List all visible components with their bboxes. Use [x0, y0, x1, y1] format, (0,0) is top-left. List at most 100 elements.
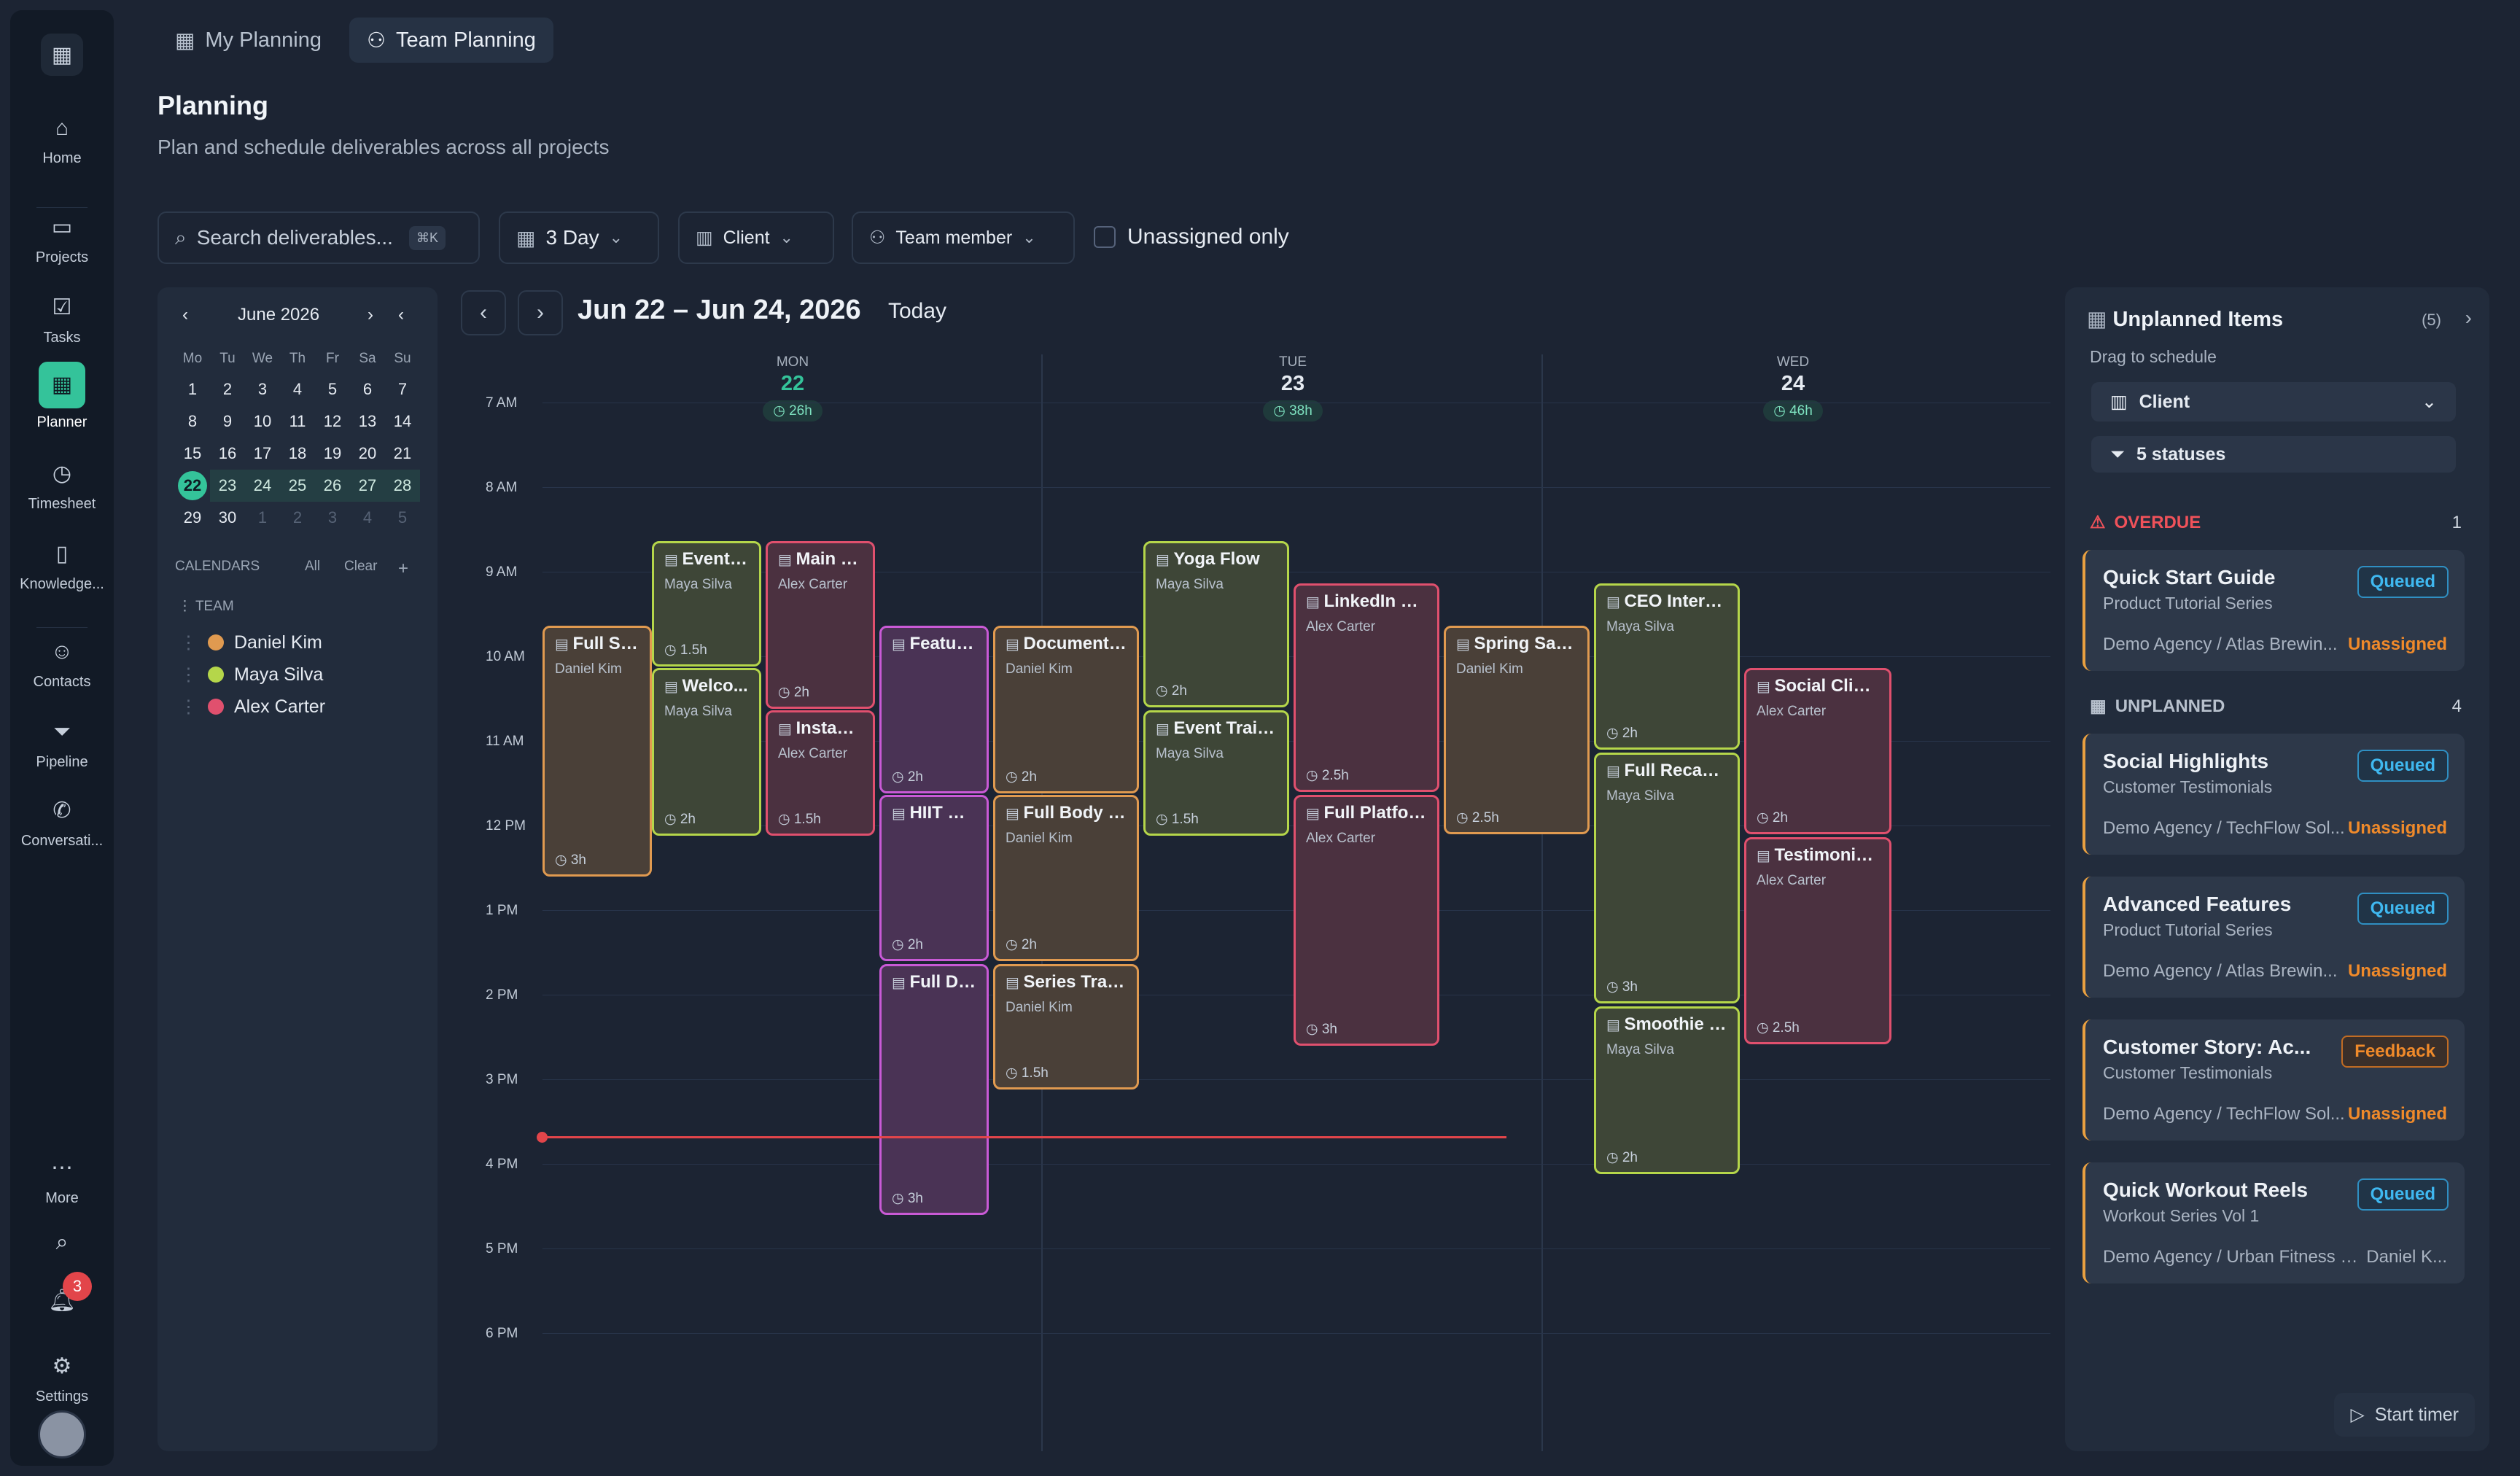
nav-tasks[interactable]: ☑ Tasks — [10, 293, 114, 346]
mini-calendar-day[interactable]: 3 — [257, 380, 268, 398]
nav-search[interactable]: ⌕ — [10, 1228, 114, 1265]
calendar-event[interactable]: Full Recap V... Maya Silva 3h — [1594, 753, 1740, 1003]
chevron-left-icon[interactable]: ‹ — [182, 305, 188, 325]
calendar-event[interactable]: Yoga Flow Maya Silva 2h — [1143, 541, 1289, 707]
mini-calendar-day[interactable]: 24 — [245, 470, 280, 502]
today-button[interactable]: Today — [888, 299, 947, 323]
nav-notifications[interactable]: 🔔︎ 3 — [10, 1272, 114, 1323]
chevron-right-icon[interactable]: › — [2465, 306, 2472, 329]
building-logo-icon[interactable]: ▦ — [41, 34, 83, 76]
calendar-event[interactable]: Full Body W... Daniel Kim 2h — [993, 795, 1139, 961]
mini-calendar-day[interactable]: 4 — [362, 508, 373, 527]
member-alex-carter[interactable]: ⋮ Alex Carter — [179, 696, 325, 718]
team-member-select[interactable]: ⚇ Team member ⌄ — [852, 211, 1075, 264]
mini-calendar-day[interactable]: 8 — [187, 412, 198, 430]
mini-calendar-day[interactable]: 4 — [292, 380, 303, 398]
mini-calendar-day[interactable]: 21 — [393, 444, 412, 462]
unplanned-card[interactable]: Quick Workout Reels Workout Series Vol 1 D… — [2082, 1162, 2465, 1283]
nav-conversations[interactable]: ✆ Conversati... — [10, 796, 114, 850]
calendar-event[interactable]: Spring Salad... Daniel Kim 2.5h — [1444, 626, 1590, 834]
calendar-event[interactable]: Welco... Maya Silva 2h — [652, 668, 761, 836]
calendar-event[interactable]: Main Br... Alex Carter 2h — [766, 541, 875, 709]
start-timer-button[interactable]: ▷ Start timer — [2334, 1393, 2475, 1437]
calendar-event[interactable]: Full Do... 3h — [879, 964, 989, 1215]
mini-calendar-day[interactable]: 13 — [358, 412, 377, 430]
nav-settings[interactable]: ⚙ Settings — [10, 1352, 114, 1405]
calendars-all-link[interactable]: All — [305, 559, 321, 574]
unplanned-card[interactable]: Advanced Features Product Tutorial Series… — [2082, 877, 2465, 998]
nav-more[interactable]: ⋯ More — [10, 1154, 114, 1207]
member-daniel-kim[interactable]: ⋮ Daniel Kim — [179, 632, 322, 653]
calendars-clear-link[interactable]: Clear — [344, 559, 378, 574]
calendar-event[interactable]: Feature... 2h — [879, 626, 989, 793]
mini-calendar-day[interactable]: 7 — [397, 380, 408, 398]
add-icon[interactable]: + — [398, 559, 409, 578]
calendar-event[interactable]: HIIT Se... 2h — [879, 795, 989, 961]
view-select[interactable]: ▦ 3 Day ⌄ — [499, 211, 659, 264]
mini-calendar-day[interactable]: 29 — [183, 508, 202, 527]
mini-calendar-day[interactable]: 5 — [397, 508, 408, 527]
mini-calendar-day[interactable]: 3 — [327, 508, 338, 527]
mini-calendar-day[interactable]: 18 — [288, 444, 307, 462]
calendar-event[interactable]: Documentar... Daniel Kim 2h — [993, 626, 1139, 793]
mini-calendar-day[interactable]: 9 — [222, 412, 233, 430]
calendar-event[interactable]: LinkedIn Ver... Alex Carter 2.5h — [1294, 583, 1439, 792]
mini-calendar-day[interactable]: 22 — [175, 470, 210, 502]
mini-calendar-day[interactable]: 12 — [323, 412, 342, 430]
calendar-event[interactable]: Smoothie Bo... Maya Silva 2h — [1594, 1006, 1740, 1174]
unplanned-card[interactable]: Quick Start Guide Product Tutorial Series… — [2082, 550, 2465, 671]
mini-calendar-day[interactable]: 2 — [222, 380, 233, 398]
calendar-event[interactable]: Full Stu... Daniel Kim 3h — [542, 626, 652, 877]
nav-home[interactable]: ⌂ Home — [10, 114, 114, 167]
calendar-event[interactable]: Series Trailer Daniel Kim 1.5h — [993, 964, 1139, 1089]
calendar-event[interactable]: Full Platform... Alex Carter 3h — [1294, 795, 1439, 1046]
tab-team-planning[interactable]: ⚇ Team Planning — [349, 18, 553, 63]
tab-my-planning[interactable]: ▦ My Planning — [158, 18, 339, 63]
nav-pipeline[interactable]: ⏷ Pipeline — [10, 718, 114, 771]
nav-knowledge[interactable]: ▯ Knowledge... — [10, 540, 114, 593]
mini-calendar-day[interactable]: 23 — [210, 470, 245, 502]
mini-calendar-day[interactable]: 1 — [187, 380, 198, 398]
mini-calendar-day[interactable]: 17 — [253, 444, 272, 462]
mini-calendar-day[interactable]: 15 — [183, 444, 202, 462]
user-avatar[interactable] — [38, 1410, 86, 1458]
unplanned-card[interactable]: Customer Story: Ac... Customer Testimonia… — [2082, 1019, 2465, 1141]
mini-calendar-day[interactable]: 1 — [257, 508, 268, 527]
client-select[interactable]: ▥ Client ⌄ — [678, 211, 834, 264]
mini-calendar-day[interactable]: 25 — [280, 470, 315, 502]
mini-calendar-day[interactable]: 6 — [362, 380, 373, 398]
mini-calendar-day[interactable]: 16 — [218, 444, 237, 462]
mini-calendar-day[interactable]: 20 — [358, 444, 377, 462]
next-range-button[interactable]: › — [518, 290, 563, 335]
unplanned-section-count: 4 — [2451, 696, 2462, 716]
mini-calendar-day[interactable]: 19 — [323, 444, 342, 462]
calendar-event[interactable]: Social Clips ... Alex Carter 2h — [1744, 668, 1891, 834]
mini-calendar-day[interactable]: 10 — [253, 412, 272, 430]
unassigned-only-checkbox[interactable] — [1094, 226, 1116, 248]
nav-planner[interactable]: ▦ Planner — [10, 362, 114, 431]
status-filter[interactable]: ⏷ 5 statuses — [2091, 436, 2456, 473]
search-input[interactable]: ⌕ Search deliverables... ⌘K — [158, 211, 480, 264]
mini-calendar-day[interactable]: 11 — [289, 412, 306, 430]
mini-calendar-day[interactable]: 30 — [218, 508, 237, 527]
collapse-icon[interactable]: ‹ — [398, 305, 404, 325]
mini-calendar-day[interactable]: 2 — [292, 508, 303, 527]
calendar-event[interactable]: Event Trailer... Maya Silva 1.5h — [1143, 710, 1289, 836]
nav-contacts[interactable]: ☺ Contacts — [10, 637, 114, 691]
prev-range-button[interactable]: ‹ — [461, 290, 506, 335]
mini-calendar-day[interactable]: 5 — [327, 380, 338, 398]
member-maya-silva[interactable]: ⋮ Maya Silva — [179, 664, 323, 685]
chevron-right-icon[interactable]: › — [368, 305, 373, 325]
mini-calendar-day[interactable]: 26 — [315, 470, 350, 502]
mini-calendar-day[interactable]: 27 — [350, 470, 385, 502]
mini-calendar-day[interactable]: 28 — [385, 470, 420, 502]
calendar-event[interactable]: Event T... Maya Silva 1.5h — [652, 541, 761, 667]
calendar-event[interactable]: Instagr... Alex Carter 1.5h — [766, 710, 875, 836]
mini-calendar-day[interactable]: 14 — [393, 412, 412, 430]
calendar-event[interactable]: CEO Intervie... Maya Silva 2h — [1594, 583, 1740, 750]
calendar-event[interactable]: Testimonials... Alex Carter 2.5h — [1744, 837, 1891, 1044]
unplanned-card[interactable]: Social Highlights Customer Testimonials De… — [2082, 734, 2465, 855]
nav-projects[interactable]: ▭ Projects — [10, 213, 114, 266]
unplanned-client-select[interactable]: ▥ Client ⌄ — [2091, 382, 2456, 422]
nav-timesheet[interactable]: ◷ Timesheet — [10, 459, 114, 513]
